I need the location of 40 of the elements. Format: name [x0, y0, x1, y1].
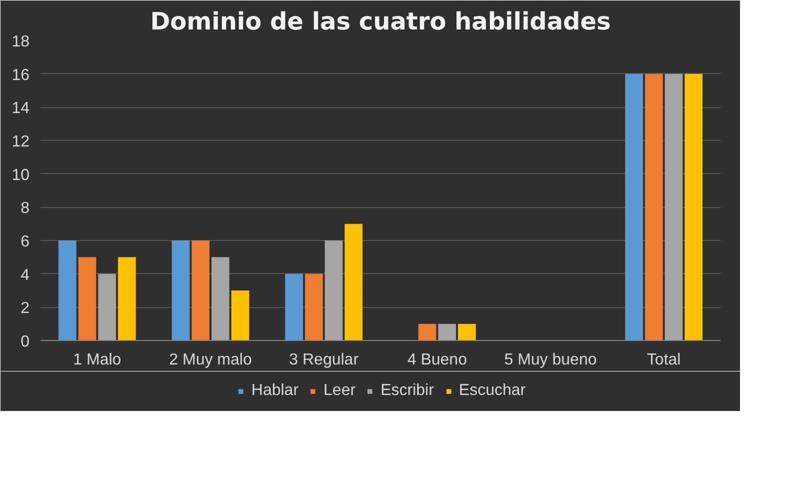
y-tick-label: 2: [20, 300, 30, 318]
legend-label: Escuchar: [458, 382, 526, 400]
x-tick-label: 3 Regular: [289, 352, 360, 368]
chart-title: Dominio de las cuatro habilidades: [150, 8, 611, 36]
x-tick-label: 2 Muy malo: [169, 352, 252, 368]
x-tick-label: 1 Malo: [73, 352, 122, 368]
bar: [192, 240, 210, 340]
y-tick-label: 8: [20, 200, 30, 218]
bar: [172, 240, 190, 340]
bar: [304, 274, 323, 340]
bar: [324, 240, 343, 340]
y-tick-label: 10: [12, 166, 30, 184]
y-tick-label: 4: [20, 266, 30, 284]
bar: [78, 257, 96, 340]
bar: [644, 74, 663, 340]
bar: [211, 257, 230, 340]
bar: [118, 257, 136, 340]
bar: [664, 74, 683, 340]
y-tick-label: 16: [12, 66, 30, 84]
y-tick-label: 0: [20, 334, 30, 350]
bar: [625, 74, 644, 340]
y-tick-label: 18: [12, 34, 30, 50]
y-tick-label: 12: [12, 134, 30, 150]
x-tick-label: Total: [646, 352, 681, 368]
y-tick-label: 6: [20, 234, 30, 250]
bar: [438, 324, 456, 340]
bar: [458, 324, 476, 340]
bar: [344, 224, 363, 340]
x-tick-label: 4 Bueno: [407, 352, 468, 368]
x-tick-label: 5 Muy bueno: [504, 352, 597, 368]
legend-label: Escribir: [380, 382, 434, 400]
legend-label: Leer: [324, 382, 356, 400]
bar: [418, 324, 436, 340]
y-tick-label: 14: [12, 100, 30, 118]
bar: [684, 74, 703, 340]
bar: [98, 274, 116, 340]
legend-label: Hablar: [251, 382, 299, 400]
bar: [231, 290, 250, 340]
bar: [285, 274, 304, 340]
bar: [58, 240, 76, 340]
